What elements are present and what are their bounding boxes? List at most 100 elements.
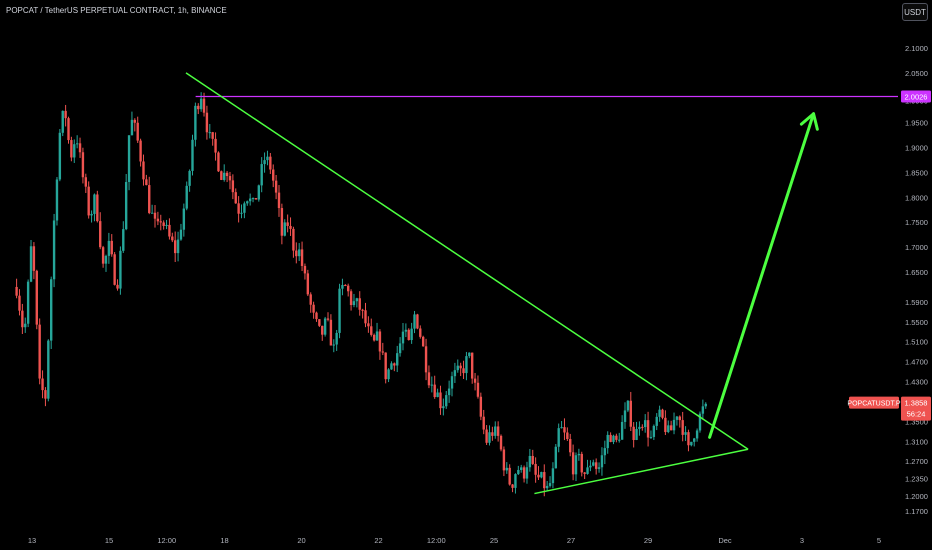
candle-body: [586, 467, 589, 474]
candle-body: [517, 469, 520, 475]
candle-body: [531, 455, 534, 464]
time-axis[interactable]: 13 15 12:00 18 20 22 12:00 25 27 29 Dec 3 5: [28, 536, 881, 545]
projection-arrow: [708, 112, 816, 439]
candle-body: [430, 384, 434, 386]
time-tick-label: 29: [644, 536, 652, 545]
candle-body: [609, 434, 612, 442]
candle-body: [352, 301, 356, 306]
candle-body: [150, 212, 154, 214]
candle-body: [217, 152, 220, 172]
candle-body: [32, 246, 36, 271]
candle-body: [528, 455, 532, 468]
candle-body: [263, 160, 266, 165]
candle-body: [266, 156, 269, 161]
candle-body: [537, 474, 540, 478]
candle-body: [300, 249, 304, 266]
candle-body: [606, 434, 609, 449]
candle-body: [450, 376, 454, 389]
candle-body: [684, 432, 687, 435]
candle-body: [55, 179, 59, 221]
candle-body: [162, 222, 165, 226]
candle-body: [620, 421, 624, 440]
candle-body: [410, 328, 413, 341]
candle-body: [173, 240, 177, 254]
time-tick-label: 18: [220, 536, 228, 545]
candle-body: [470, 352, 474, 379]
candle-body: [136, 122, 139, 141]
candle-body: [159, 221, 162, 223]
candle-body: [672, 419, 676, 431]
price-axis[interactable]: 2.10002.05001.99501.95001.90001.85001.80…: [905, 44, 928, 516]
candle-body: [496, 426, 500, 436]
candle-body: [41, 378, 44, 391]
candle-body: [390, 363, 393, 370]
price-tick-label: 1.2000: [905, 492, 928, 501]
candle-body: [447, 388, 451, 396]
candle-body: [603, 448, 607, 456]
candle-body: [280, 208, 284, 236]
candle-body: [548, 483, 552, 486]
candle-body: [234, 192, 237, 204]
candle-body: [21, 310, 24, 328]
time-tick-label: Dec: [718, 536, 732, 545]
candle-body: [459, 365, 462, 369]
candle-body: [456, 365, 459, 371]
candle-body: [286, 222, 289, 226]
candle-body: [335, 332, 338, 345]
descending-trendline: [185, 72, 749, 450]
candle-body: [693, 438, 696, 442]
candle-body: [145, 179, 148, 186]
candle-body: [540, 472, 543, 478]
resistance-price-label: 2.0026: [905, 92, 928, 101]
symbol-tag-label: POPCATUSDT.P: [847, 401, 900, 408]
candle-body: [130, 119, 134, 136]
candle-body: [269, 156, 272, 170]
time-tick-label: 15: [105, 536, 113, 545]
candle-body: [655, 416, 658, 426]
candle-body: [468, 352, 471, 357]
candle-body: [594, 462, 598, 469]
candle-body: [393, 363, 396, 366]
candle-body: [44, 390, 47, 399]
time-tick-label: 12:00: [427, 536, 446, 545]
time-tick-label: 12:00: [157, 536, 176, 545]
candle-body: [387, 369, 390, 380]
price-tick-label: 1.5500: [905, 318, 928, 327]
candle-body: [623, 410, 627, 422]
price-tick-label: 1.7000: [905, 243, 928, 252]
candle-body: [67, 118, 70, 141]
candle-body: [396, 353, 399, 366]
candle-body: [228, 176, 232, 181]
candle-body: [84, 177, 88, 187]
currency-button[interactable]: USDT: [902, 3, 928, 21]
candle-body: [687, 432, 690, 446]
candle-body: [346, 285, 350, 292]
candle-body: [551, 468, 555, 484]
time-tick-label: 13: [28, 536, 36, 545]
candle-body: [176, 239, 180, 254]
candle-body: [208, 132, 211, 134]
candle-body: [522, 467, 526, 479]
candle-body: [583, 472, 586, 474]
candle-body: [104, 255, 108, 264]
candle-body: [61, 110, 64, 133]
candle-body: [569, 439, 572, 453]
time-tick-label: 5: [877, 536, 881, 545]
candle-body: [612, 435, 615, 442]
candle-body: [378, 331, 382, 352]
candle-body: [191, 139, 194, 171]
candle-body: [349, 291, 353, 306]
candle-body: [505, 467, 508, 471]
last-price-label: 1.3858: [905, 399, 928, 408]
candle-body: [124, 182, 128, 230]
candle-body: [421, 336, 425, 347]
candle-body: [580, 453, 583, 473]
candle-body: [87, 186, 90, 216]
candle-body: [404, 329, 408, 332]
candle-body: [272, 169, 275, 181]
candle-body: [323, 318, 327, 335]
candle-body: [419, 328, 422, 337]
candle-body: [508, 467, 511, 485]
candle-body: [355, 298, 359, 302]
